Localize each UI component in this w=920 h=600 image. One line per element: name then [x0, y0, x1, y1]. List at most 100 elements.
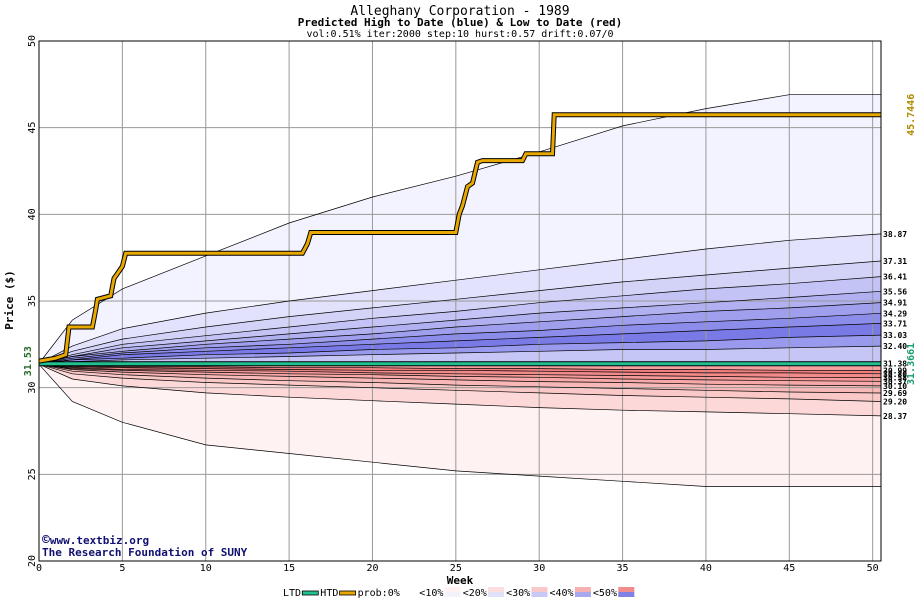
chart-title: Alleghany Corporation - 1989: [350, 4, 569, 19]
htd-band-line-9: [38, 345, 882, 364]
band-level-label: 37.31: [883, 257, 907, 266]
legend-item-2: prob:0%: [358, 587, 418, 599]
x-tick-label: 0: [36, 563, 42, 574]
htd-band-line-6: [38, 312, 882, 364]
band-level-label: 30.10: [883, 382, 907, 391]
legend-swatch: [339, 590, 357, 596]
ltd-band-3: [39, 364, 881, 393]
x-tick-label: 30: [533, 563, 545, 574]
y-axis-ticks: 20 25 30 35 40 45 50: [27, 35, 38, 567]
legend-item-5: <30%: [506, 587, 548, 599]
y-tick-label: 35: [27, 295, 38, 307]
ltd-band-line-3: [38, 363, 882, 394]
x-axis-title: Week: [447, 574, 474, 587]
x-tick-label: 10: [200, 563, 212, 574]
y-tick-label: 25: [27, 468, 38, 480]
ltd-band-line-4: [38, 363, 882, 387]
y-tick-label: 30: [27, 382, 38, 394]
legend-swatch-blue: [574, 592, 591, 597]
band-level-label: 30.58: [883, 374, 907, 383]
legend-label: prob:0%: [358, 588, 400, 599]
band-level-label: 28.37: [883, 412, 907, 421]
legend-swatch-red: [444, 587, 461, 592]
legend-label: <10%: [419, 588, 443, 599]
x-tick-label: 50: [867, 563, 879, 574]
x-tick-label: 45: [783, 563, 795, 574]
legend-item-7: <50%: [593, 587, 635, 599]
band-level-label: 30.99: [883, 367, 907, 376]
ltd-band-7: [39, 364, 881, 374]
ltd-probability-bands: [39, 363, 881, 487]
htd-band-2: [39, 261, 881, 364]
ltd-current-value: 31.3661: [906, 343, 917, 385]
legend-label: LTD: [283, 588, 301, 599]
ltd-band-1: [39, 364, 881, 416]
ltd-band-line-7: [38, 363, 882, 375]
htd-band-6: [39, 313, 881, 364]
ltd-band-0: [39, 364, 881, 487]
htd-band-3: [39, 276, 881, 364]
band-level-label: 30.80: [883, 370, 907, 379]
x-tick-label: 20: [366, 563, 378, 574]
band-boundary-lines: [38, 94, 882, 487]
band-level-label: 33.71: [883, 319, 907, 328]
x-tick-label: 40: [700, 563, 712, 574]
legend-label: <30%: [506, 588, 530, 599]
htd-band-line-8: [38, 334, 882, 364]
htd-band-line-4: [38, 290, 882, 364]
y-tick-label: 40: [27, 208, 38, 220]
credit-website-text: www.textbiz.org: [50, 534, 149, 547]
htd-band-9: [39, 346, 881, 364]
band-level-label: 29.20: [883, 398, 907, 407]
htd-band-line-7: [38, 323, 882, 364]
y-axis-title: Price ($): [3, 270, 16, 330]
htd-band-line-1: [38, 233, 882, 364]
legend-swatch-blue: [488, 592, 505, 597]
legend-swatch-red: [574, 587, 591, 592]
htd-band-line-0: [38, 94, 881, 364]
ltd-band-line-5: [38, 363, 882, 382]
y-tick-label: 45: [27, 122, 38, 134]
htd-band-line-2: [38, 260, 882, 364]
htd-probability-bands: [39, 94, 881, 364]
legend-item-6: <40%: [550, 587, 591, 599]
ltd-band-line-0: [38, 364, 881, 487]
start-value-label: 31.53: [23, 346, 34, 376]
legend-label: <40%: [550, 588, 574, 599]
legend-swatch-blue: [531, 592, 548, 597]
legend-item-1: HTD: [320, 588, 357, 599]
legend-swatch-red: [618, 587, 635, 592]
htd-path: [38, 113, 881, 363]
legend-swatch-blue: [401, 592, 418, 597]
ltd-band-line-2: [38, 363, 882, 402]
y-tick-label: 20: [27, 555, 38, 567]
legend-item-3: <10%: [419, 587, 461, 599]
legend-item-4: <20%: [463, 587, 505, 599]
ltd-band-4: [39, 364, 881, 386]
legend-label: <50%: [593, 588, 617, 599]
band-level-label: 38.87: [883, 230, 907, 239]
legend-label: <20%: [463, 588, 487, 599]
band-level-label: 29.69: [883, 389, 907, 398]
band-level-label: 36.41: [883, 273, 907, 282]
copyright-icon: ©: [42, 533, 50, 548]
ltd-band-line-6: [38, 363, 882, 378]
htd-band-5: [39, 302, 881, 364]
x-axis-ticks: 0 5 10 15 20 25 30 35 40 45 50: [36, 563, 879, 574]
x-tick-label: 15: [283, 563, 295, 574]
legend-swatch-red: [401, 587, 418, 592]
x-tick-label: 5: [119, 563, 125, 574]
legend-swatch: [301, 590, 319, 596]
htd-band-8: [39, 335, 881, 364]
band-level-label: 31.38: [883, 360, 907, 369]
ltd-band-2: [39, 364, 881, 402]
band-level-label: 35.56: [883, 287, 907, 296]
htd-band-0: [39, 94, 881, 364]
band-level-label: 34.29: [883, 309, 907, 318]
x-tick-label: 35: [617, 563, 629, 574]
plot-frame: [38, 40, 882, 562]
y-tick-label: 50: [27, 35, 38, 47]
htd-band-7: [39, 323, 881, 364]
